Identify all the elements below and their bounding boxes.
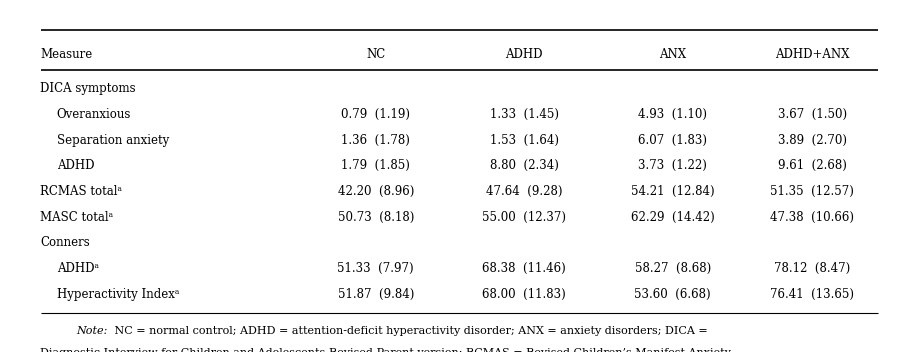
Text: 51.35  (12.57): 51.35 (12.57)	[770, 185, 854, 198]
Text: ADHDᵃ: ADHDᵃ	[57, 262, 99, 275]
Text: Conners: Conners	[40, 237, 90, 249]
Text: 78.12  (8.47): 78.12 (8.47)	[774, 262, 850, 275]
Text: 1.33  (1.45): 1.33 (1.45)	[490, 108, 559, 121]
Text: MASC totalᵃ: MASC totalᵃ	[40, 211, 113, 224]
Text: DICA symptoms: DICA symptoms	[40, 82, 136, 95]
Text: 58.27  (8.68): 58.27 (8.68)	[634, 262, 711, 275]
Text: 8.80  (2.34): 8.80 (2.34)	[490, 159, 559, 172]
Text: 53.60  (6.68): 53.60 (6.68)	[634, 288, 711, 301]
Text: 3.89  (2.70): 3.89 (2.70)	[778, 134, 847, 146]
Text: NC: NC	[366, 48, 385, 61]
Text: Separation anxiety: Separation anxiety	[57, 134, 169, 146]
Text: 4.93  (1.10): 4.93 (1.10)	[638, 108, 707, 121]
Text: NC = normal control; ADHD = attention-deficit hyperactivity disorder; ANX = anxi: NC = normal control; ADHD = attention-de…	[111, 326, 707, 335]
Text: RCMAS totalᵃ: RCMAS totalᵃ	[40, 185, 122, 198]
Text: 54.21  (12.84): 54.21 (12.84)	[631, 185, 715, 198]
Text: 1.36  (1.78): 1.36 (1.78)	[341, 134, 410, 146]
Text: Overanxious: Overanxious	[57, 108, 131, 121]
Text: 68.38  (11.46): 68.38 (11.46)	[482, 262, 566, 275]
Text: 55.00  (12.37): 55.00 (12.37)	[482, 211, 566, 224]
Text: 76.41  (13.65): 76.41 (13.65)	[770, 288, 854, 301]
Text: Diagnostic Interview for Children and Adolescents-Revised-Parent version; RCMAS : Diagnostic Interview for Children and Ad…	[40, 348, 732, 352]
Text: ANX: ANX	[659, 48, 687, 61]
Text: 0.79  (1.19): 0.79 (1.19)	[341, 108, 410, 121]
Text: 50.73  (8.18): 50.73 (8.18)	[338, 211, 414, 224]
Text: 42.20  (8.96): 42.20 (8.96)	[338, 185, 414, 198]
Text: ADHD: ADHD	[506, 48, 543, 61]
Text: 51.33  (7.97): 51.33 (7.97)	[338, 262, 414, 275]
Text: 1.53  (1.64): 1.53 (1.64)	[490, 134, 559, 146]
Text: ADHD: ADHD	[57, 159, 94, 172]
Text: ADHD+ANX: ADHD+ANX	[775, 48, 850, 61]
Text: 51.87  (9.84): 51.87 (9.84)	[338, 288, 414, 301]
Text: 9.61  (2.68): 9.61 (2.68)	[778, 159, 847, 172]
Text: Measure: Measure	[40, 48, 93, 61]
Text: 47.38  (10.66): 47.38 (10.66)	[770, 211, 854, 224]
Text: 47.64  (9.28): 47.64 (9.28)	[486, 185, 562, 198]
Text: Hyperactivity Indexᵃ: Hyperactivity Indexᵃ	[57, 288, 179, 301]
Text: 3.73  (1.22): 3.73 (1.22)	[638, 159, 707, 172]
Text: 68.00  (11.83): 68.00 (11.83)	[482, 288, 566, 301]
Text: 6.07  (1.83): 6.07 (1.83)	[638, 134, 707, 146]
Text: Note:: Note:	[76, 326, 108, 335]
Text: 62.29  (14.42): 62.29 (14.42)	[631, 211, 715, 224]
Text: 1.79  (1.85): 1.79 (1.85)	[341, 159, 410, 172]
Text: 3.67  (1.50): 3.67 (1.50)	[778, 108, 847, 121]
